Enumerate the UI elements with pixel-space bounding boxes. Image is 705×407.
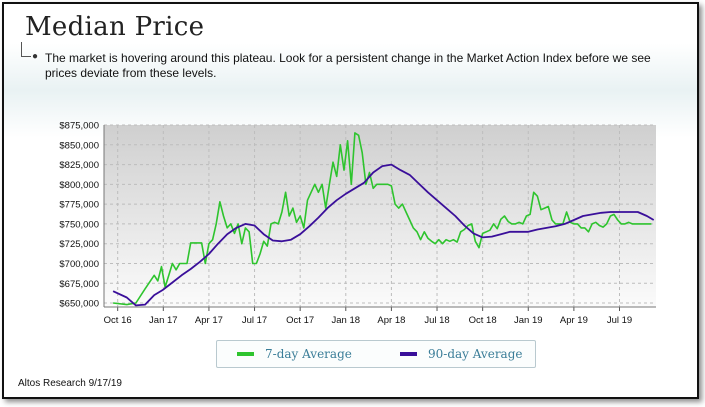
x-tick-label: Oct 17: [286, 315, 314, 326]
x-tick-label: Jul 19: [607, 315, 632, 326]
y-tick-label: $850,000: [59, 140, 99, 151]
x-tick-label: Jan 17: [149, 315, 178, 326]
legend-swatch-90day: [400, 352, 417, 356]
y-tick-label: $800,000: [59, 180, 99, 191]
x-tick-label: Jan 19: [514, 315, 543, 326]
series-line-90day: [112, 163, 655, 307]
x-tick-label: Apr 19: [560, 315, 588, 326]
legend-swatch-7day: [237, 352, 254, 356]
plot-area: [104, 125, 656, 307]
x-tick-label: Oct 18: [469, 315, 497, 326]
page-title: Median Price: [25, 12, 205, 42]
x-tick-label: Apr 18: [377, 315, 405, 326]
series-line-7day: [113, 132, 652, 306]
y-tick-label: $875,000: [59, 121, 99, 132]
bullet-icon: ●: [32, 51, 39, 62]
y-tick-label: $675,000: [59, 279, 99, 290]
x-tick-label: Oct 16: [104, 315, 132, 326]
legend-label-90day: 90-day Average: [428, 347, 523, 361]
legend-label-7day: 7-day Average: [265, 347, 352, 361]
median-price-chart: $650,000 $675,000 $700,000 $725,000 $750,000…: [59, 121, 656, 326]
y-tick-label: $775,000: [59, 200, 99, 211]
y-tick-label: $650,000: [59, 299, 99, 310]
x-tick-label: Jul 17: [242, 315, 267, 326]
x-tick-label: Jan 18: [332, 315, 361, 326]
y-tick-label: $725,000: [59, 239, 99, 250]
x-tick-label: Apr 17: [195, 315, 223, 326]
description-text: The market is hovering around this plate…: [45, 51, 651, 80]
bullet-connector: [21, 42, 31, 57]
x-tick-label: Jul 18: [424, 315, 449, 326]
y-tick-label: $700,000: [59, 259, 99, 270]
y-tick-label: $750,000: [59, 219, 99, 230]
chart-legend: 7-day Average 90-day Average: [216, 340, 536, 368]
y-tick-label: $825,000: [59, 160, 99, 171]
slide: Median Price ● The market is hovering ar…: [2, 2, 699, 399]
source-footer: Altos Research 9/17/19: [18, 378, 122, 389]
